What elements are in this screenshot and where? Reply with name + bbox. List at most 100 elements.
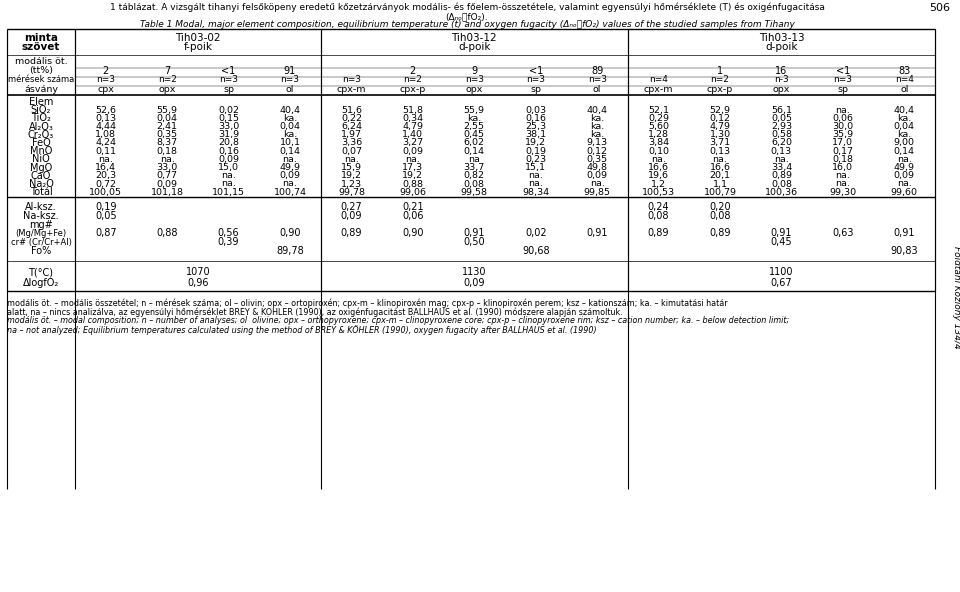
- Text: 38,1: 38,1: [525, 130, 546, 139]
- Text: 1100: 1100: [769, 267, 794, 277]
- Text: n=4: n=4: [649, 76, 668, 85]
- Text: 1: 1: [717, 66, 723, 76]
- Text: 98,34: 98,34: [522, 188, 549, 197]
- Text: 2: 2: [103, 66, 108, 76]
- Text: 55,9: 55,9: [464, 106, 485, 115]
- Text: ka.: ka.: [590, 130, 604, 139]
- Text: 0,29: 0,29: [648, 114, 669, 123]
- Text: d-poik: d-poik: [765, 42, 798, 52]
- Text: 0,21: 0,21: [402, 202, 423, 212]
- Text: 506: 506: [929, 3, 950, 13]
- Text: 1,1: 1,1: [712, 179, 728, 188]
- Text: 0,27: 0,27: [341, 202, 362, 212]
- Text: SiO₂: SiO₂: [31, 105, 51, 115]
- Text: ka.: ka.: [283, 114, 298, 123]
- Text: 0,34: 0,34: [402, 114, 423, 123]
- Text: 3,27: 3,27: [402, 139, 423, 147]
- Text: 19,2: 19,2: [402, 171, 423, 181]
- Text: 3,36: 3,36: [341, 139, 362, 147]
- Text: FeO: FeO: [32, 138, 50, 148]
- Text: 16,6: 16,6: [709, 163, 731, 172]
- Text: 19,6: 19,6: [648, 171, 669, 181]
- Text: 33,7: 33,7: [464, 163, 485, 172]
- Text: 91: 91: [284, 66, 296, 76]
- Text: 56,1: 56,1: [771, 106, 792, 115]
- Text: 0,06: 0,06: [832, 114, 853, 123]
- Text: 99,78: 99,78: [338, 188, 365, 197]
- Text: na.: na.: [835, 179, 851, 188]
- Text: na.: na.: [528, 171, 543, 181]
- Text: na.: na.: [344, 155, 359, 164]
- Text: Tih03-12: Tih03-12: [451, 33, 497, 43]
- Text: 0,35: 0,35: [587, 155, 608, 164]
- Text: 1,28: 1,28: [648, 130, 669, 139]
- Text: n=3: n=3: [280, 76, 300, 85]
- Text: Al₂O₃: Al₂O₃: [29, 121, 54, 131]
- Text: ka.: ka.: [898, 114, 911, 123]
- Text: 52,1: 52,1: [648, 106, 669, 115]
- Text: 100,36: 100,36: [765, 188, 798, 197]
- Text: 0,39: 0,39: [218, 237, 239, 247]
- Text: n=3: n=3: [465, 76, 484, 85]
- Text: 0,35: 0,35: [156, 130, 178, 139]
- Text: ásvány: ásvány: [24, 85, 58, 94]
- Text: ka.: ka.: [590, 122, 604, 131]
- Text: 1 táblázat. A vizsgált tihanyi felsőköpeny eredetű kőzetzárványok modális- és fő: 1 táblázat. A vizsgált tihanyi felsőköpe…: [109, 3, 825, 12]
- Text: ka.: ka.: [898, 130, 911, 139]
- Text: na.: na.: [98, 155, 113, 164]
- Text: na.: na.: [835, 171, 851, 181]
- Text: TiO₂: TiO₂: [31, 114, 51, 123]
- Text: ol: ol: [593, 85, 601, 94]
- Text: 19,2: 19,2: [525, 139, 546, 147]
- Text: 0,88: 0,88: [402, 179, 423, 188]
- Text: 8,37: 8,37: [156, 139, 178, 147]
- Text: 0,91: 0,91: [771, 228, 792, 238]
- Text: minta: minta: [24, 33, 58, 43]
- Text: 100,05: 100,05: [89, 188, 122, 197]
- Text: 1,40: 1,40: [402, 130, 423, 139]
- Text: 0,91: 0,91: [894, 228, 915, 238]
- Text: na.: na.: [712, 155, 728, 164]
- Text: 0,05: 0,05: [771, 114, 792, 123]
- Text: n=3: n=3: [588, 76, 607, 85]
- Text: Fo%: Fo%: [31, 246, 51, 256]
- Text: 0,03: 0,03: [525, 106, 546, 115]
- Text: 89,78: 89,78: [276, 246, 304, 256]
- Text: 0,09: 0,09: [156, 179, 178, 188]
- Text: n-3: n-3: [774, 76, 789, 85]
- Text: 51,8: 51,8: [402, 106, 423, 115]
- Text: (Mg/Mg+Fe): (Mg/Mg+Fe): [15, 229, 66, 238]
- Text: 100,53: 100,53: [642, 188, 675, 197]
- Text: 0,91: 0,91: [464, 228, 485, 238]
- Text: 40,4: 40,4: [587, 106, 608, 115]
- Text: (Δₙₒ⁧fO₂).: (Δₙₒ⁧fO₂).: [445, 12, 489, 21]
- Text: opx: opx: [158, 85, 176, 94]
- Text: 90,83: 90,83: [891, 246, 918, 256]
- Text: 0,89: 0,89: [771, 171, 792, 181]
- Text: 15,1: 15,1: [525, 163, 546, 172]
- Text: 83: 83: [899, 66, 910, 76]
- Text: modális öt.: modális öt.: [14, 57, 67, 66]
- Text: na.: na.: [282, 155, 298, 164]
- Text: 99,60: 99,60: [891, 188, 918, 197]
- Text: 100,74: 100,74: [274, 188, 306, 197]
- Text: modális öt. – modális összetétel; n – mérések száma; ol – olivin; opx – ortopiro: modális öt. – modális összetétel; n – mé…: [7, 298, 728, 308]
- Text: 33,0: 33,0: [218, 122, 239, 131]
- Text: Na₂O: Na₂O: [29, 179, 54, 189]
- Text: cpx-m: cpx-m: [337, 85, 366, 94]
- Text: 0,82: 0,82: [464, 171, 485, 181]
- Text: ka.: ka.: [468, 114, 481, 123]
- Text: MnO: MnO: [30, 146, 52, 156]
- Text: MgO: MgO: [30, 163, 52, 173]
- Text: 7: 7: [164, 66, 170, 76]
- Text: 9: 9: [471, 66, 477, 76]
- Text: Elem: Elem: [29, 97, 53, 107]
- Text: sp: sp: [223, 85, 234, 94]
- Text: 16,4: 16,4: [95, 163, 116, 172]
- Text: na.: na.: [589, 179, 605, 188]
- Text: 2,55: 2,55: [464, 122, 485, 131]
- Text: 33,4: 33,4: [771, 163, 792, 172]
- Text: ΔlogfO₂: ΔlogfO₂: [23, 278, 60, 288]
- Text: Table 1 Modal, major element composition, equilibrium temperature (t) and oxygen: Table 1 Modal, major element composition…: [139, 20, 795, 29]
- Text: 19,2: 19,2: [341, 171, 362, 181]
